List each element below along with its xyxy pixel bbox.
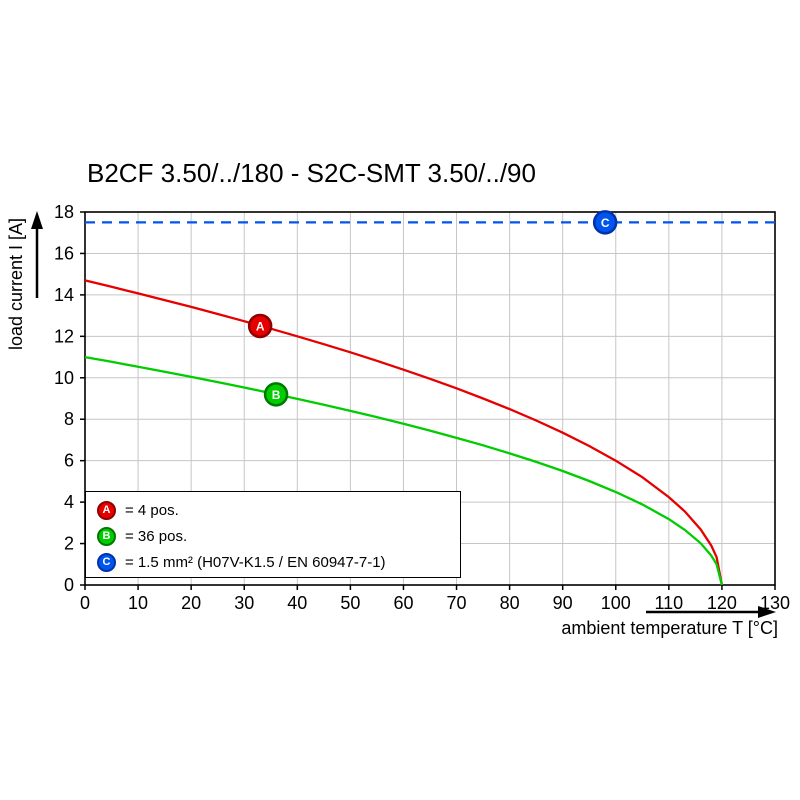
y-axis-arrow [31,211,43,298]
x-tick-label: 120 [707,593,737,613]
x-tick-label: 100 [601,593,631,613]
svg-text:A: A [256,319,265,333]
curve-marker-C-icon: C [592,210,618,235]
x-tick-label: 110 [654,593,683,613]
y-tick-label: 2 [64,534,74,554]
x-tick-label: 10 [128,593,148,613]
curve-marker-B-icon: B [263,382,289,407]
y-tick-label: 12 [54,326,74,346]
x-axis-label: ambient temperature T [°C] [561,618,778,638]
x-tick-label: 40 [287,593,307,613]
legend-item-c: C = 1.5 mm² (H07V-K1.5 / EN 60947-7-1) [97,549,460,575]
x-tick-label: 90 [553,593,573,613]
x-tick-label: 50 [340,593,360,613]
legend-marker-c-icon: C [97,552,116,572]
y-tick-label: 10 [54,368,74,388]
legend-label-b: = 36 pos. [125,527,188,545]
x-axis-arrow [646,606,776,618]
legend-marker-a-icon: A [97,500,116,520]
y-tick-label: 18 [54,202,74,222]
x-tick-label: 20 [181,593,201,613]
legend-box: A = 4 pos. B = 36 pos. C = 1.5 mm² (H07V… [85,491,461,578]
series-curve-A [84,279,724,586]
y-tick-label: 4 [64,492,74,512]
chart-title: B2CF 3.50/../180 - S2C-SMT 3.50/../90 [87,158,536,188]
legend-item-a: A = 4 pos. [97,497,460,523]
y-tick-label: 14 [54,285,74,305]
series-curve-B [84,355,724,586]
x-tick-label: 70 [447,593,467,613]
svg-text:C: C [601,216,610,230]
x-tick-label: 130 [760,593,790,613]
y-tick-label: 0 [64,575,74,595]
svg-text:B: B [272,388,281,402]
legend-label-a: = 4 pos. [125,501,179,519]
legend-item-b: B = 36 pos. [97,523,460,549]
legend-label-c: = 1.5 mm² (H07V-K1.5 / EN 60947-7-1) [125,553,386,571]
x-tick-label: 0 [80,593,90,613]
y-tick-label: 8 [64,409,74,429]
curve-marker-A-icon: A [247,313,273,339]
legend-marker-b-icon: B [97,526,116,546]
x-tick-label: 30 [234,593,254,613]
y-axis-label: load current I [A] [6,217,26,351]
y-tick-label: 6 [64,451,74,471]
plot-border [84,211,776,586]
x-tick-label: 80 [500,593,520,613]
x-tick-label: 60 [393,593,413,613]
y-tick-label: 16 [54,243,74,263]
